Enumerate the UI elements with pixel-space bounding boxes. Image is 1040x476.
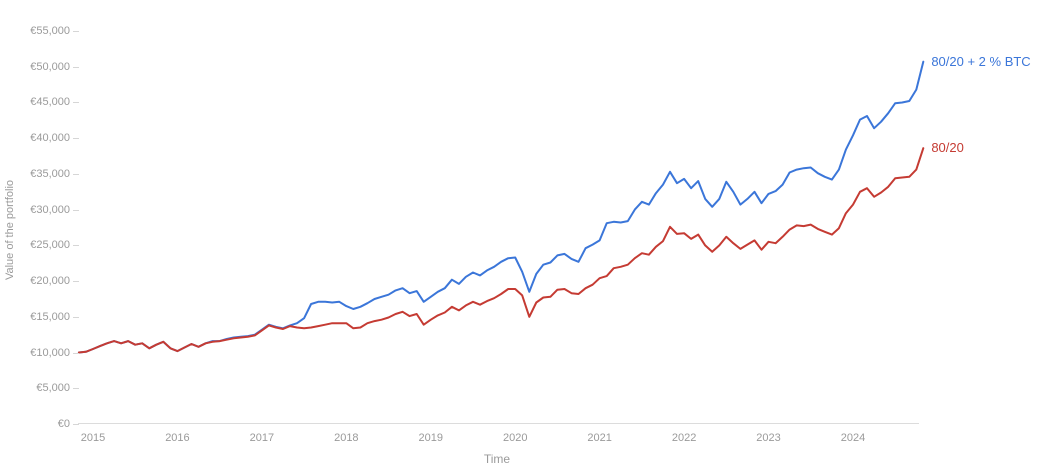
x-tick-label: 2017: [249, 432, 275, 444]
x-tick-label: 2023: [756, 432, 781, 444]
y-tick-mark: [73, 31, 79, 32]
y-tick-label: €40,000: [30, 132, 70, 145]
y-tick-mark: [73, 102, 79, 104]
y-tick-label: €15,000: [30, 310, 70, 323]
series-line-0: [77, 60, 925, 354]
y-tick-label: €50,000: [30, 60, 70, 73]
y-tick-mark: [73, 352, 79, 354]
y-tick-mark: [73, 424, 79, 425]
x-tick-label: 2020: [502, 432, 528, 444]
y-tick-label: €45,000: [30, 96, 70, 109]
y-tick-mark: [73, 66, 79, 68]
x-axis-line: [78, 423, 919, 424]
y-tick-label: €55,000: [30, 25, 70, 37]
series-label-0: 80/20 + 2 % BTC: [931, 53, 1031, 69]
y-tick-label: €35,000: [30, 167, 70, 180]
x-tick-label: 2018: [334, 432, 359, 444]
series-label-1: 80/20: [931, 140, 964, 156]
x-tick-label: 2021: [587, 432, 612, 444]
y-tick-mark: [73, 316, 79, 318]
y-tick-mark: [73, 173, 79, 175]
y-tick-mark: [73, 138, 79, 140]
x-tick-label: 2016: [165, 432, 190, 444]
y-tick-mark: [73, 209, 79, 211]
y-tick-label: €0: [57, 418, 70, 430]
y-tick-mark: [73, 281, 79, 283]
y-tick-label: €10,000: [30, 346, 70, 359]
y-tick-label: €25,000: [30, 239, 70, 252]
y-tick-label: €30,000: [30, 203, 70, 216]
y-tick-label: €20,000: [30, 275, 70, 288]
y-tick-label: €5,000: [36, 382, 70, 395]
y-tick-mark: [73, 245, 79, 247]
x-axis-title: Time: [483, 452, 511, 466]
series-line-1: [77, 147, 925, 354]
x-tick-label: 2019: [418, 432, 443, 444]
x-tick-label: 2015: [80, 432, 106, 444]
x-tick-label: 2024: [840, 432, 866, 444]
y-tick-mark: [73, 388, 79, 390]
x-tick-label: 2022: [671, 432, 697, 444]
